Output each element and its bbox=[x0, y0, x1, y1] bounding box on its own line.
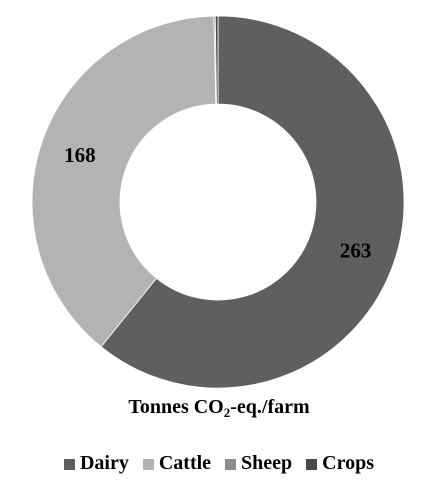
legend-item-dairy: Dairy bbox=[63, 452, 129, 475]
legend-label-cattle: Cattle bbox=[158, 452, 212, 474]
data-label-cattle: 168 bbox=[64, 143, 96, 167]
legend-label-crops: Crops bbox=[322, 452, 375, 474]
chart-caption: Tonnes CO2-eq./farm bbox=[0, 396, 438, 421]
chart-legend: Dairy Cattle Sheep Crops bbox=[0, 452, 438, 475]
slice-crops bbox=[214, 15, 219, 105]
legend-label-dairy: Dairy bbox=[79, 452, 129, 474]
slice-dairy bbox=[100, 15, 405, 389]
legend-swatch-sheep bbox=[225, 459, 237, 470]
legend-label-sheep: Sheep bbox=[241, 452, 293, 474]
legend-swatch-cattle bbox=[142, 459, 154, 470]
legend-item-sheep: Sheep bbox=[225, 452, 292, 475]
caption-main: Tonnes CO bbox=[128, 396, 224, 418]
caption-subscript: 2 bbox=[223, 405, 231, 420]
legend-swatch-crops bbox=[306, 459, 318, 470]
legend-swatch-dairy bbox=[63, 459, 75, 470]
donut-chart: 263 168 bbox=[31, 15, 405, 389]
legend-item-crops: Crops bbox=[306, 452, 374, 475]
legend-item-cattle: Cattle bbox=[142, 452, 212, 475]
slice-cattle bbox=[31, 15, 217, 348]
data-label-dairy: 263 bbox=[340, 239, 372, 263]
caption-rest: -eq./farm bbox=[230, 396, 310, 418]
